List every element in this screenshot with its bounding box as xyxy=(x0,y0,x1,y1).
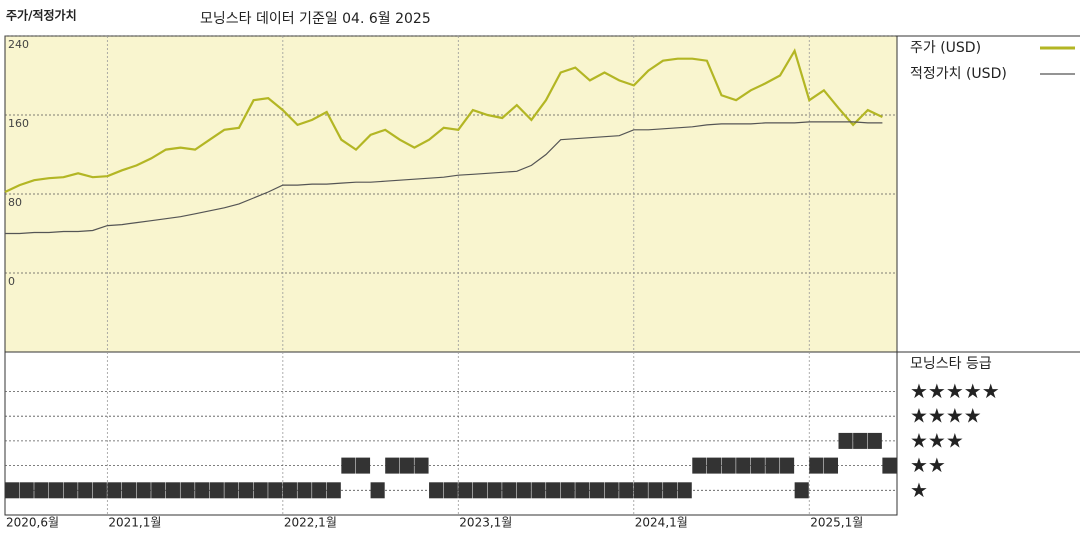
rating-bar xyxy=(180,482,195,499)
rating-bar xyxy=(107,482,122,499)
rating-bar xyxy=(48,482,63,499)
rating-bar xyxy=(355,457,371,474)
y-tick-label: ★★★★ xyxy=(910,404,982,428)
legend-label: 적정가치 (USD) xyxy=(910,66,1007,82)
rating-bar xyxy=(151,482,166,499)
rating-bar xyxy=(341,457,356,474)
x-tick-label: 2020,6월 xyxy=(6,516,59,530)
rating-bar xyxy=(78,482,93,499)
rating-bar xyxy=(487,482,502,499)
rating-bar xyxy=(721,457,736,474)
rating-bar xyxy=(195,482,210,499)
y-tick-label: ★ xyxy=(910,478,928,502)
rating-bar xyxy=(677,482,692,499)
rating-bar xyxy=(516,482,531,499)
chart-title: 주가/적정가치 xyxy=(6,8,77,23)
rating-bar xyxy=(706,457,722,474)
rating-bar xyxy=(472,482,488,499)
rating-bar xyxy=(692,457,707,474)
rating-bar xyxy=(619,482,634,499)
rating-bar xyxy=(882,457,897,474)
rating-bar xyxy=(385,457,400,474)
y-tick-label: 0 xyxy=(8,275,15,288)
rating-bar xyxy=(560,482,575,499)
rating-bar xyxy=(736,457,751,474)
rating-bar xyxy=(765,457,780,474)
y-tick-label: 160 xyxy=(8,117,29,130)
y-tick-label: 240 xyxy=(8,38,29,51)
rating-bar xyxy=(121,482,137,499)
rating-bar xyxy=(297,482,312,499)
rating-bar xyxy=(780,457,795,474)
rating-bar xyxy=(282,482,297,499)
rating-bar xyxy=(224,482,239,499)
rating-bar xyxy=(414,457,429,474)
rating-bar xyxy=(370,482,385,499)
y-tick-label: ★★★ xyxy=(910,428,964,452)
rating-bar xyxy=(502,482,517,499)
rating-bar xyxy=(326,482,341,499)
rating-bar xyxy=(92,482,107,499)
rating-bar xyxy=(429,482,444,499)
legend-label: 주가 (USD) xyxy=(910,40,981,56)
rating-bar xyxy=(19,482,34,499)
rating-bar xyxy=(648,482,663,499)
x-tick-label: 2022,1월 xyxy=(284,516,337,530)
y-tick-label: ★★ xyxy=(910,453,946,477)
rating-bar xyxy=(443,482,458,499)
rating-bar xyxy=(750,457,765,474)
x-tick-label: 2025,1월 xyxy=(810,516,863,530)
rating-bar xyxy=(312,482,327,499)
rating-title: 모닝스타 등급 xyxy=(910,356,992,372)
rating-bar xyxy=(633,482,648,499)
x-tick-label: 2024,1월 xyxy=(635,516,688,530)
rating-bar xyxy=(238,482,254,499)
rating-bar xyxy=(575,482,590,499)
y-tick-label: 80 xyxy=(8,196,22,209)
rating-bar xyxy=(531,482,546,499)
rating-bar xyxy=(823,457,839,474)
rating-bar xyxy=(5,482,20,499)
rating-bar xyxy=(794,482,809,499)
rating-bar xyxy=(546,482,561,499)
y-tick-label: ★★★★★ xyxy=(910,379,1000,403)
rating-bar xyxy=(604,482,619,499)
series-line xyxy=(4,48,883,193)
x-tick-label: 2021,1월 xyxy=(108,516,161,530)
rating-bar xyxy=(399,457,414,474)
rating-bar xyxy=(165,482,180,499)
x-tick-label: 2023,1월 xyxy=(459,516,512,530)
rating-bar xyxy=(867,432,882,449)
rating-bar xyxy=(838,432,853,449)
chart-subtitle: 모닝스타 데이터 기준일 04. 6월 2025 xyxy=(200,11,431,27)
rating-bar xyxy=(34,482,49,499)
rating-bar xyxy=(853,432,868,449)
rating-bar xyxy=(63,482,78,499)
rating-bar xyxy=(458,482,473,499)
rating-bar xyxy=(209,482,224,499)
rating-bar xyxy=(589,482,605,499)
rating-bar xyxy=(809,457,824,474)
rating-bar xyxy=(136,482,151,499)
rating-bar xyxy=(268,482,283,499)
rating-bar xyxy=(253,482,268,499)
series-line xyxy=(5,121,883,235)
rating-bar xyxy=(663,482,678,499)
